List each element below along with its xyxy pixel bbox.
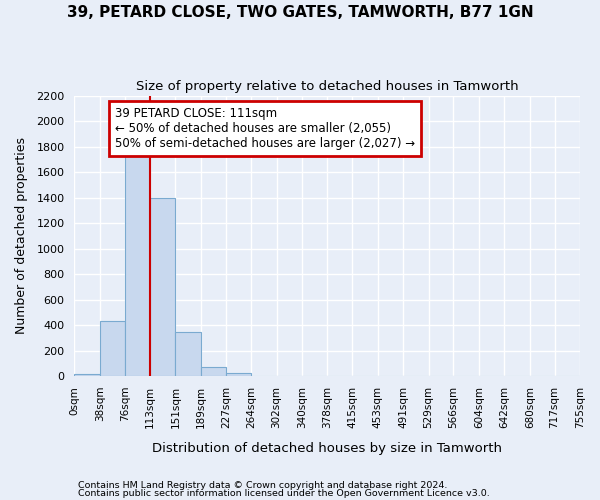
Text: Contains HM Land Registry data © Crown copyright and database right 2024.: Contains HM Land Registry data © Crown c… [78,481,448,490]
Y-axis label: Number of detached properties: Number of detached properties [15,138,28,334]
Text: Contains public sector information licensed under the Open Government Licence v3: Contains public sector information licen… [78,488,490,498]
Bar [125,146,150,376]
Bar [175,332,201,376]
Text: 39, PETARD CLOSE, TWO GATES, TAMWORTH, B77 1GN: 39, PETARD CLOSE, TWO GATES, TAMWORTH, B… [67,5,533,20]
Text: 39 PETARD CLOSE: 111sqm
← 50% of detached houses are smaller (2,055)
50% of semi: 39 PETARD CLOSE: 111sqm ← 50% of detache… [115,107,415,150]
Bar [226,373,251,376]
X-axis label: Distribution of detached houses by size in Tamworth: Distribution of detached houses by size … [152,442,502,455]
Title: Size of property relative to detached houses in Tamworth: Size of property relative to detached ho… [136,80,518,93]
Bar [150,198,175,376]
Bar [100,322,125,376]
Bar [74,374,100,376]
Bar [201,366,226,376]
